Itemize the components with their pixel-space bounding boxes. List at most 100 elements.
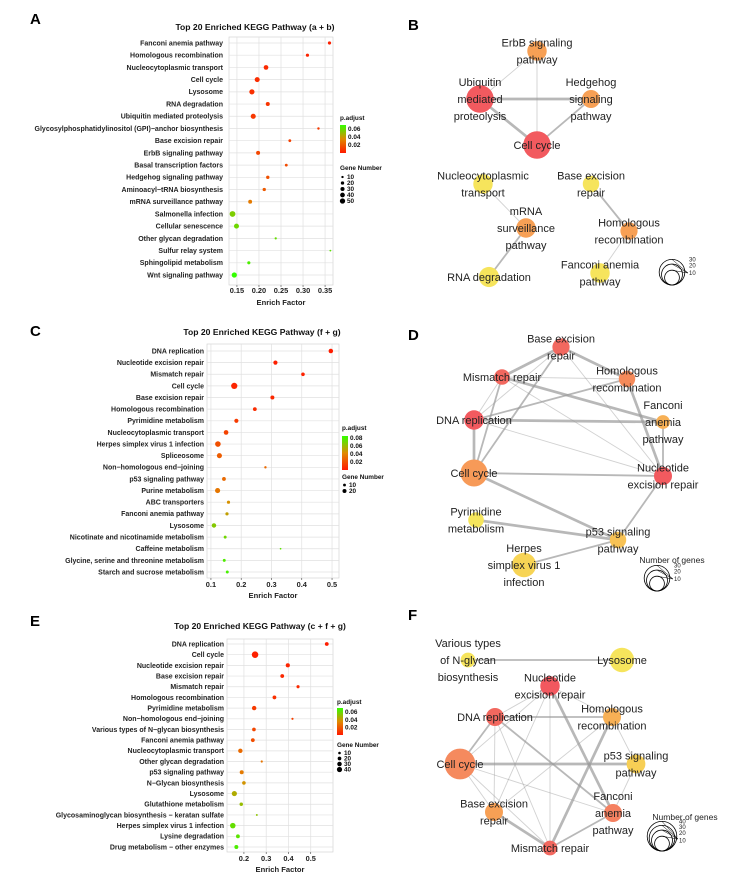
network-edge xyxy=(548,716,614,849)
network-edge xyxy=(501,376,664,477)
x-tick-label: 0.1 xyxy=(206,580,216,589)
x-tick-label: 0.25 xyxy=(274,286,288,295)
network-node-label: Fanconi anemia xyxy=(561,260,640,272)
size-legend-label: 40 xyxy=(344,767,352,774)
data-point xyxy=(247,261,251,265)
color-legend-title: p.adjust xyxy=(342,425,367,432)
network-node-label: Nucleocytoplasmic xyxy=(437,171,529,183)
size-legend-dot xyxy=(340,181,345,185)
size-legend-label: 20 xyxy=(679,831,686,837)
data-point xyxy=(329,249,332,252)
pathway-label: Non−homologous end−joining xyxy=(123,716,224,723)
pathway-label: Cellular senescence xyxy=(156,224,223,231)
size-legend-label: 20 xyxy=(689,264,696,270)
network-node-label: repair xyxy=(577,188,605,200)
pathway-label: Nucleocytoplasmic transport xyxy=(108,430,205,437)
plot-title: Top 20 Enriched KEGG Pathway (a + b) xyxy=(175,22,334,32)
network-edge xyxy=(473,376,503,474)
network-edge xyxy=(549,812,614,849)
data-point xyxy=(234,418,239,423)
pathway-label: p53 signaling pathway xyxy=(129,476,204,483)
data-point xyxy=(211,523,217,528)
network-edge xyxy=(473,378,628,421)
data-point xyxy=(223,535,227,539)
size-legend-circle xyxy=(651,829,673,852)
network-node xyxy=(609,647,635,673)
network-node-label: surveillance xyxy=(497,223,555,235)
data-point xyxy=(291,717,294,720)
data-point xyxy=(273,360,278,365)
pathway-label: Cell cycle xyxy=(172,383,204,390)
data-point xyxy=(250,113,256,119)
size-legend-dot xyxy=(341,175,344,179)
network-edge xyxy=(494,685,551,718)
network-node xyxy=(516,218,536,238)
data-point xyxy=(266,175,270,179)
network-node-label: of N-glycan xyxy=(440,655,496,667)
pathway-label: Cell cycle xyxy=(192,652,224,659)
network-edge xyxy=(473,419,664,477)
size-legend-label: 20 xyxy=(349,488,357,495)
network-node-label: Homologous xyxy=(581,704,643,716)
data-point xyxy=(249,89,255,95)
data-point xyxy=(250,738,255,743)
pathway-label: Sphingolipid metabolism xyxy=(140,260,223,267)
size-legend-title: Number of genes xyxy=(639,555,704,565)
size-legend-dot xyxy=(339,198,346,204)
data-point xyxy=(229,211,236,217)
network-node-label: repair xyxy=(480,816,508,828)
network-panel-D: D Base excision repair Mismatch repair Homol… xyxy=(408,327,705,592)
size-legend-circle xyxy=(658,258,686,286)
network-node-label: pathway xyxy=(593,825,634,837)
network-node xyxy=(464,410,484,430)
size-legend-title: Gene Number xyxy=(342,474,384,481)
data-point xyxy=(233,223,239,229)
pathway-label: Purine metabolism xyxy=(141,488,204,495)
x-axis-title: Enrich Factor xyxy=(257,298,306,307)
pathway-label: p53 signaling pathway xyxy=(149,770,224,777)
network-edge xyxy=(459,685,551,765)
size-legend-label: 10 xyxy=(689,271,696,277)
network-node-label: RNA degradation xyxy=(447,272,531,284)
network-edge xyxy=(501,376,628,380)
pathway-label: Wnt signaling pathway xyxy=(147,272,223,279)
data-point xyxy=(327,41,332,45)
size-legend-label: 20 xyxy=(674,570,681,576)
size-legend-label: 10 xyxy=(674,577,681,583)
pathway-label: Cell cycle xyxy=(191,77,223,84)
network-node-label: Nucleotide xyxy=(524,673,576,685)
color-legend-tick: 0.06 xyxy=(350,443,363,450)
data-point xyxy=(222,558,226,562)
data-point xyxy=(226,500,231,504)
size-legend-title: Gene Number xyxy=(340,165,382,172)
size-legend-leader xyxy=(656,565,674,580)
network-node-label: excision repair xyxy=(515,690,586,702)
network-node-label: excision repair xyxy=(628,480,699,492)
pathway-label: Non−homologous end−joining xyxy=(103,465,204,472)
network-node-label: Various types xyxy=(435,638,501,650)
network-node xyxy=(618,370,636,388)
x-axis-title: Enrich Factor xyxy=(249,591,298,600)
network-node-label: Pyrimidine xyxy=(450,507,501,519)
network-edge xyxy=(473,418,664,424)
network-node-label: pathway xyxy=(598,544,639,556)
data-point xyxy=(251,651,259,658)
data-point xyxy=(260,760,263,763)
size-legend-label: 50 xyxy=(347,198,355,205)
pathway-label: Glycine, serine and threonine metabolism xyxy=(65,558,204,565)
network-node xyxy=(484,802,504,822)
size-legend-leader xyxy=(661,835,679,840)
x-tick-label: 0.4 xyxy=(297,580,308,589)
network-node-label: Fanconi xyxy=(643,400,682,412)
network-node xyxy=(460,459,488,487)
data-point xyxy=(256,150,261,155)
pathway-label: Nicotinate and nicotinamide metabolism xyxy=(70,535,204,542)
data-point xyxy=(328,348,334,354)
panel-label: A xyxy=(30,11,41,28)
data-point xyxy=(305,53,310,57)
network-node-label: Lysosome xyxy=(597,655,647,667)
data-point xyxy=(252,727,256,732)
pathway-label: Nucleotide excision repair xyxy=(117,360,204,367)
network-edge xyxy=(549,685,613,718)
pathway-label: DNA replication xyxy=(152,348,204,355)
